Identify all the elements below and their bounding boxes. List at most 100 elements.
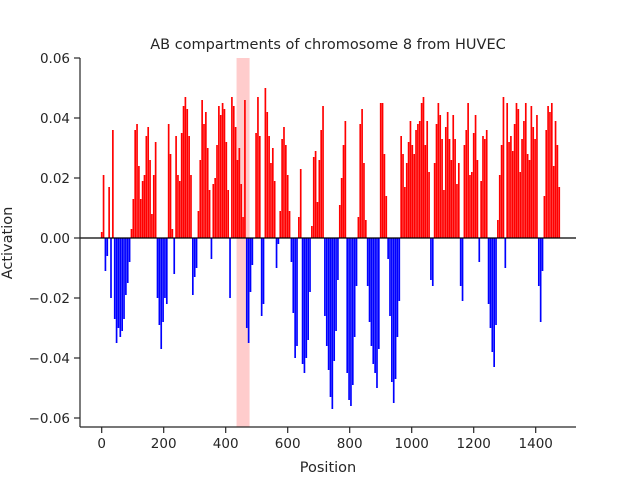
bar (476, 160, 479, 238)
y-tick-label: −0.06 (29, 411, 70, 427)
bar (385, 196, 388, 238)
bar (285, 145, 287, 238)
bar (366, 238, 369, 286)
bar (151, 214, 153, 238)
bar (357, 217, 360, 238)
bar (443, 190, 445, 238)
bar (164, 238, 166, 298)
x-tick-label: 800 (337, 436, 363, 452)
bar (351, 238, 354, 385)
bar (156, 238, 159, 298)
bar (457, 163, 460, 238)
y-tick-label: −0.02 (29, 291, 70, 307)
bar (318, 160, 321, 238)
bar (487, 238, 490, 304)
bar (121, 238, 123, 331)
bar (541, 238, 544, 271)
bar (147, 127, 150, 238)
bar (225, 142, 228, 238)
bar (461, 238, 464, 301)
bar (145, 136, 148, 238)
y-axis-label: Activation (0, 207, 16, 280)
bar (405, 163, 408, 238)
bar (113, 238, 116, 319)
bar (428, 172, 430, 238)
bar (190, 175, 192, 238)
bar (558, 187, 561, 238)
bar (448, 139, 451, 238)
bar (301, 238, 304, 364)
bar (376, 238, 378, 388)
bar (391, 238, 393, 382)
bar (251, 238, 254, 265)
bar (392, 238, 395, 403)
bar (554, 121, 557, 238)
bar (469, 175, 471, 238)
bar (482, 136, 484, 238)
bar (532, 127, 535, 238)
bar (446, 112, 449, 238)
bar (242, 217, 244, 238)
bar (379, 103, 382, 238)
bar (465, 130, 468, 238)
y-tick-label: −0.04 (29, 351, 70, 367)
bar (350, 238, 352, 406)
bar (201, 100, 203, 238)
y-tick-label: 0.02 (40, 171, 70, 187)
bar (413, 154, 416, 238)
bar (307, 238, 309, 340)
bar (389, 238, 391, 316)
bar (264, 88, 267, 238)
bar (346, 238, 349, 373)
bar (245, 238, 248, 328)
bar (294, 238, 296, 358)
bar (431, 238, 434, 286)
bar (152, 175, 155, 238)
bar (277, 238, 280, 244)
bar (178, 181, 181, 238)
bar (266, 112, 269, 238)
bar (173, 238, 176, 274)
bar (344, 121, 347, 238)
bar (192, 238, 194, 295)
bar (299, 169, 302, 238)
bar (197, 211, 200, 238)
bar (255, 133, 257, 238)
bar (396, 238, 399, 337)
bar (314, 151, 317, 238)
x-tick-label: 1000 (395, 436, 429, 452)
bar (452, 115, 455, 238)
bar (130, 229, 133, 238)
bar (208, 190, 211, 238)
bar (139, 199, 142, 238)
bar (547, 106, 549, 238)
bar (407, 142, 410, 238)
bar (292, 238, 295, 313)
bar (108, 187, 110, 238)
bar (324, 238, 326, 316)
bar (491, 238, 494, 352)
bar (134, 130, 137, 238)
bar (123, 238, 125, 319)
bar (355, 238, 358, 286)
bar (338, 205, 341, 238)
bar (244, 100, 246, 238)
bar (359, 124, 362, 238)
bar (115, 238, 118, 343)
bar (545, 130, 548, 238)
bar (471, 172, 473, 238)
bar (184, 97, 187, 238)
bar (247, 238, 250, 343)
bar (316, 202, 319, 238)
bar (154, 142, 157, 238)
bar (387, 238, 389, 259)
bar (138, 166, 140, 238)
bar (463, 145, 466, 238)
bar (195, 238, 198, 268)
bar (523, 121, 525, 238)
bar (370, 238, 373, 346)
bar (506, 103, 509, 238)
bar (219, 115, 222, 238)
bar (418, 121, 421, 238)
